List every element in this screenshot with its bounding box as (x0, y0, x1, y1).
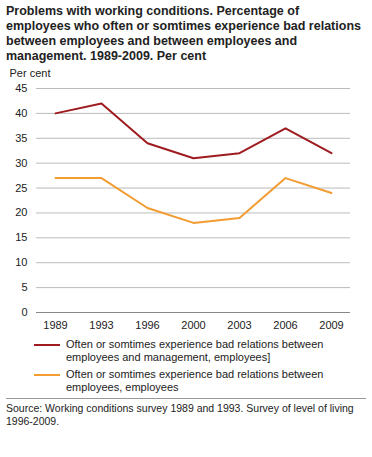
svg-text:45: 45 (15, 82, 27, 94)
svg-text:40: 40 (15, 107, 27, 119)
svg-text:Per cent: Per cent (10, 67, 51, 79)
svg-text:20: 20 (15, 206, 27, 218)
svg-text:2009: 2009 (319, 319, 343, 331)
svg-text:5: 5 (21, 281, 27, 293)
svg-text:1989: 1989 (43, 319, 67, 331)
svg-text:2000: 2000 (181, 319, 205, 331)
svg-text:35: 35 (15, 132, 27, 144)
html-text:Problems with working conditio: Problems with working conditions. Percen… (6, 4, 361, 63)
svg-text:10: 10 (15, 256, 27, 268)
svg-text:1996: 1996 (135, 319, 159, 331)
svg-text:15: 15 (15, 231, 27, 243)
svg-text:25: 25 (15, 182, 27, 194)
html-text:Source: Working conditions sur: Source: Working conditions survey 1989 a… (6, 402, 354, 427)
svg-text:2006: 2006 (273, 319, 297, 331)
html-text:Often or somtimes experience b: Often or somtimes experience bad relatio… (66, 338, 324, 363)
svg-text:30: 30 (15, 157, 27, 169)
svg-text:0: 0 (21, 306, 27, 318)
html-text:Often or somtimes experience b: Often or somtimes experience bad relatio… (66, 368, 324, 393)
svg-text:2003: 2003 (227, 319, 251, 331)
svg-text:1993: 1993 (89, 319, 113, 331)
